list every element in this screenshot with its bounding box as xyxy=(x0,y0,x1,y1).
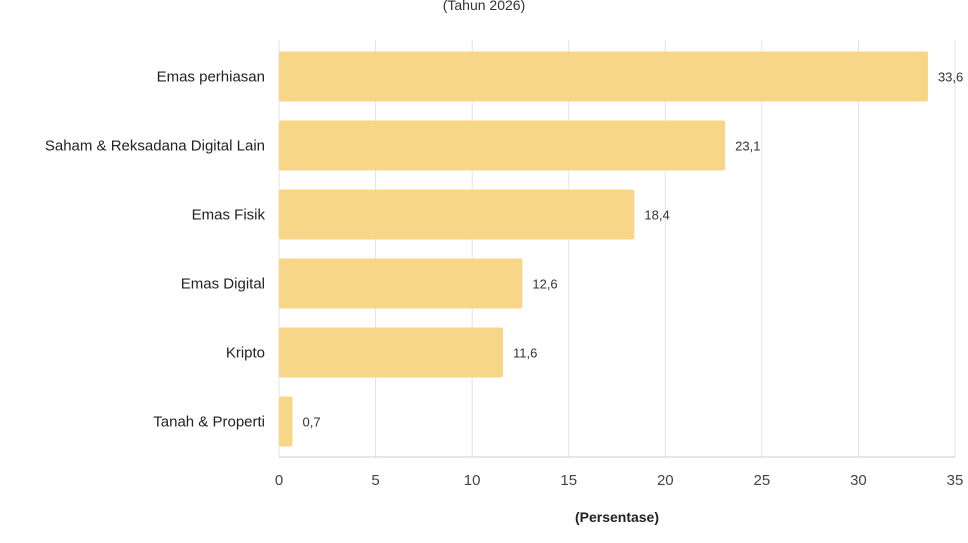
x-tick-label: 15 xyxy=(560,472,577,489)
bar xyxy=(279,327,504,378)
category-label: Saham & Reksadana Digital Lain xyxy=(45,138,265,155)
bar xyxy=(279,51,928,102)
x-tick-label: 20 xyxy=(657,472,674,489)
category-label: Emas Fisik xyxy=(192,207,266,224)
chart-subtitle: (Tahun 2026) xyxy=(443,0,526,13)
bar xyxy=(279,258,523,309)
data-label: 12,6 xyxy=(532,277,557,292)
x-axis-title: (Persentase) xyxy=(575,509,659,525)
category-label: Emas Digital xyxy=(181,276,265,293)
bar xyxy=(279,189,635,240)
grid xyxy=(278,40,956,458)
data-label: 0,7 xyxy=(303,415,321,430)
category-label: Emas perhiasan xyxy=(157,69,265,86)
data-label: 18,4 xyxy=(644,208,669,223)
x-tick-label: 30 xyxy=(850,472,867,489)
data-label: 11,6 xyxy=(513,346,537,361)
x-tick-label: 35 xyxy=(947,472,964,489)
bar xyxy=(279,120,726,171)
bars xyxy=(279,51,928,447)
category-label: Kripto xyxy=(226,345,265,362)
data-label: 23,1 xyxy=(735,139,760,154)
x-tick-label: 10 xyxy=(464,472,481,489)
category-label: Tanah & Properti xyxy=(153,414,265,431)
labels: 0 5 10 15 20 25 30 35 Emas perhiasan 33,6 Saham & … xyxy=(45,69,963,490)
x-tick-label: 25 xyxy=(754,472,771,489)
x-tick-label: 0 xyxy=(275,472,283,489)
bar xyxy=(279,396,293,447)
x-tick-label: 5 xyxy=(371,472,379,489)
data-label: 33,6 xyxy=(938,70,963,85)
